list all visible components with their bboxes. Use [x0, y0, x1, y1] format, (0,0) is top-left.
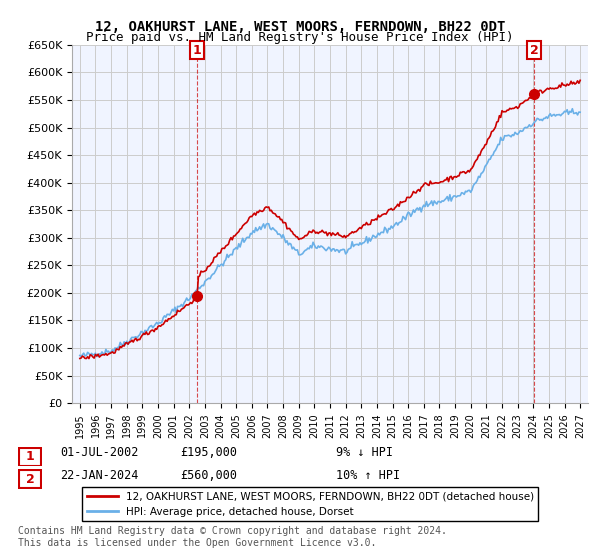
Text: 1: 1 [193, 44, 202, 57]
Text: 22-JAN-2024: 22-JAN-2024 [60, 469, 139, 482]
Text: 2: 2 [530, 44, 538, 57]
Text: 1: 1 [26, 450, 34, 463]
Text: £195,000: £195,000 [180, 446, 237, 459]
Text: Contains HM Land Registry data © Crown copyright and database right 2024.
This d: Contains HM Land Registry data © Crown c… [18, 526, 447, 548]
FancyBboxPatch shape [19, 470, 41, 488]
Text: Price paid vs. HM Land Registry's House Price Index (HPI): Price paid vs. HM Land Registry's House … [86, 31, 514, 44]
Text: 01-JUL-2002: 01-JUL-2002 [60, 446, 139, 459]
Legend: 12, OAKHURST LANE, WEST MOORS, FERNDOWN, BH22 0DT (detached house), HPI: Average: 12, OAKHURST LANE, WEST MOORS, FERNDOWN,… [82, 487, 538, 521]
Text: 10% ↑ HPI: 10% ↑ HPI [336, 469, 400, 482]
Text: £560,000: £560,000 [180, 469, 237, 482]
Text: 2: 2 [26, 473, 34, 486]
Text: 12, OAKHURST LANE, WEST MOORS, FERNDOWN, BH22 0DT: 12, OAKHURST LANE, WEST MOORS, FERNDOWN,… [95, 20, 505, 34]
FancyBboxPatch shape [19, 448, 41, 465]
Text: 9% ↓ HPI: 9% ↓ HPI [336, 446, 393, 459]
